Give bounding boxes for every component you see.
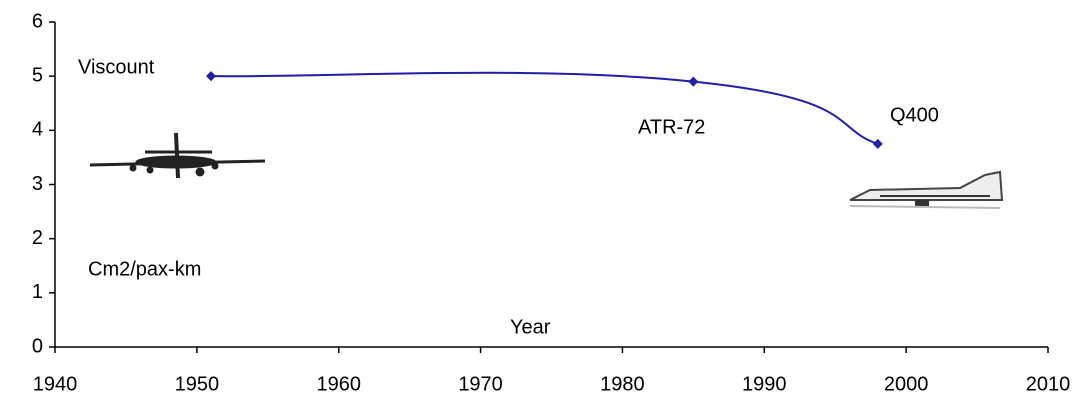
point (688, 76, 699, 87)
q400-icon (849, 170, 1004, 209)
point (206, 71, 217, 82)
x-tick-label: 1980 (600, 373, 645, 395)
x-axis-label: Year (510, 316, 551, 338)
x-tick-label: 2010 (1026, 373, 1071, 395)
x-tick-label: 2000 (884, 373, 929, 395)
y-tick-label: 3 (32, 173, 43, 195)
x-tick-label: 1950 (175, 373, 220, 395)
y-tick-label: 5 (32, 64, 43, 86)
x-tick-label: 1990 (742, 373, 787, 395)
annotation: ATR-72 (638, 116, 705, 138)
viscount-icon (89, 132, 266, 179)
x-tick-label: 1940 (33, 373, 78, 395)
y-tick-label: 4 (32, 119, 43, 141)
y-tick-label: 2 (32, 227, 43, 249)
annotation: Viscount (78, 56, 155, 78)
x-tick-label: 1970 (458, 373, 503, 395)
y-tick-label: 6 (32, 10, 43, 32)
annotation: Q400 (890, 104, 939, 126)
point (872, 138, 883, 149)
y-tick-label: 1 (32, 281, 43, 303)
series-line (211, 71, 879, 145)
y-tick-label: 0 (32, 335, 43, 357)
x-tick-label: 1960 (316, 373, 361, 395)
y-axis-label: Cm2/pax-km (88, 258, 201, 280)
